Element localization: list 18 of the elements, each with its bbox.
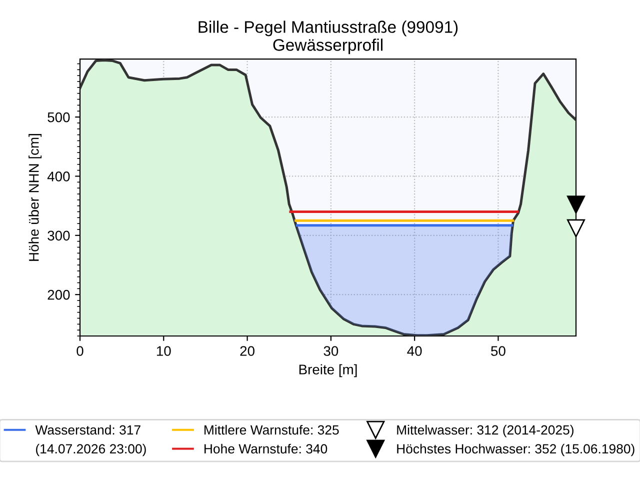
x-tick-label: 50 [491, 346, 506, 356]
chart-title: Bille - Pegel Mantiusstraße (99091) Gewässerprofil [198, 20, 458, 54]
x-tick-label: 30 [324, 346, 338, 356]
legend-label: Wasserstand: 317 (14.07.2026 23:00) [35, 424, 146, 456]
y-tick-label: 500 [48, 112, 70, 122]
x-tick-label: 40 [407, 346, 422, 356]
x-tick-label: 0 [76, 346, 84, 356]
y-axis-title: Höhe über NHN [cm] [28, 134, 42, 261]
legend-label: Höchstes Hochwasser: 352 (15.06.1980) [397, 444, 634, 456]
x-axis-title: Breite [m] [299, 364, 357, 378]
legend-label: Mittlere Warnstufe: 325 [204, 424, 339, 435]
legend-label: Mittelwasser: 312 (2014-2025) [397, 424, 574, 438]
x-tick-label: 20 [240, 346, 254, 356]
y-tick-label: 400 [47, 172, 70, 182]
x-tick-label: 10 [156, 346, 171, 356]
y-tick-label: 200 [48, 290, 70, 300]
legend-label: Hohe Warnstufe: 340 [204, 444, 328, 454]
y-tick-label: 300 [48, 230, 70, 241]
